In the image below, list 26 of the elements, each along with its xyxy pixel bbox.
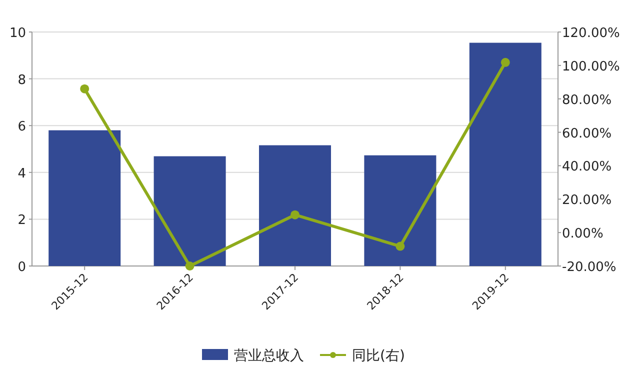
bar xyxy=(154,156,226,266)
legend-label: 同比(右) xyxy=(352,348,405,364)
bar xyxy=(259,145,331,266)
point xyxy=(500,58,510,67)
y-tick-label: 8 xyxy=(18,72,26,88)
y2-tick-label: 0.00% xyxy=(562,226,604,242)
y2-tick-label: 40.00% xyxy=(562,160,612,175)
y2-tick-label: 80.00% xyxy=(562,92,612,108)
y-tick-label: 6 xyxy=(18,120,26,135)
y-tick-label: 2 xyxy=(18,213,26,228)
legend-label: 营业总收入 xyxy=(234,348,304,364)
y-tick-label: 0 xyxy=(18,260,26,275)
point xyxy=(185,262,194,270)
bar xyxy=(469,42,542,266)
bar xyxy=(364,155,436,266)
bar xyxy=(48,130,121,266)
y2-tick-label: 20.00% xyxy=(562,193,612,208)
y2-tick-label: -20.00% xyxy=(562,260,616,275)
y-tick-label: 4 xyxy=(18,166,26,182)
y-tick-label: 10 xyxy=(9,26,26,41)
y2-tick-label: 120.00% xyxy=(562,26,620,41)
point xyxy=(80,84,90,94)
point xyxy=(396,242,405,251)
y2-tick-label: 100.00% xyxy=(562,59,620,74)
y2-tick-label: 60.00% xyxy=(562,126,612,142)
point xyxy=(290,210,300,220)
